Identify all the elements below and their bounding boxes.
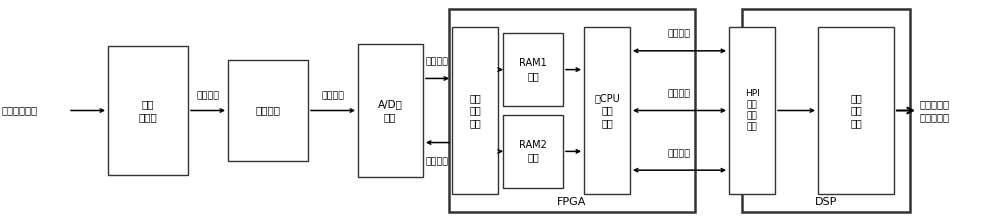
- Text: HPI
主机
接口
总线: HPI 主机 接口 总线: [745, 89, 759, 132]
- Text: 模拟信号: 模拟信号: [322, 91, 344, 101]
- Text: 模拟信号: 模拟信号: [196, 91, 220, 101]
- Text: 数据总线: 数据总线: [668, 149, 690, 158]
- Bar: [108, 46, 188, 175]
- Text: A/D转
换器: A/D转 换器: [378, 99, 402, 122]
- Text: 控制信号: 控制信号: [426, 157, 448, 166]
- Bar: [449, 9, 695, 212]
- Text: 滤波后的管
道漏磁信号: 滤波后的管 道漏磁信号: [920, 99, 950, 122]
- Text: 数字信号: 数字信号: [426, 57, 448, 66]
- Text: 地址总线: 地址总线: [668, 89, 690, 98]
- Text: RAM1
缓存: RAM1 缓存: [519, 58, 547, 81]
- Bar: [818, 27, 894, 194]
- Bar: [729, 27, 775, 194]
- Text: 数据
采集器: 数据 采集器: [139, 99, 157, 122]
- Bar: [584, 27, 630, 194]
- Text: 控制总线: 控制总线: [668, 30, 690, 39]
- Bar: [358, 44, 423, 177]
- Text: RAM2
缓存: RAM2 缓存: [519, 140, 547, 163]
- Text: 数据
处理
单元: 数据 处理 单元: [850, 93, 862, 128]
- Bar: [742, 9, 910, 212]
- Bar: [503, 33, 563, 106]
- Text: 管道漏磁信号: 管道漏磁信号: [2, 105, 38, 116]
- Text: 调理电路: 调理电路: [256, 105, 280, 116]
- Text: 双CPU
通信
单元: 双CPU 通信 单元: [594, 93, 620, 128]
- Bar: [452, 27, 498, 194]
- Bar: [503, 115, 563, 188]
- Text: DSP: DSP: [815, 197, 837, 207]
- Text: FPGA: FPGA: [557, 197, 587, 207]
- Bar: [228, 60, 308, 161]
- Text: 采集
控制
单元: 采集 控制 单元: [469, 93, 481, 128]
